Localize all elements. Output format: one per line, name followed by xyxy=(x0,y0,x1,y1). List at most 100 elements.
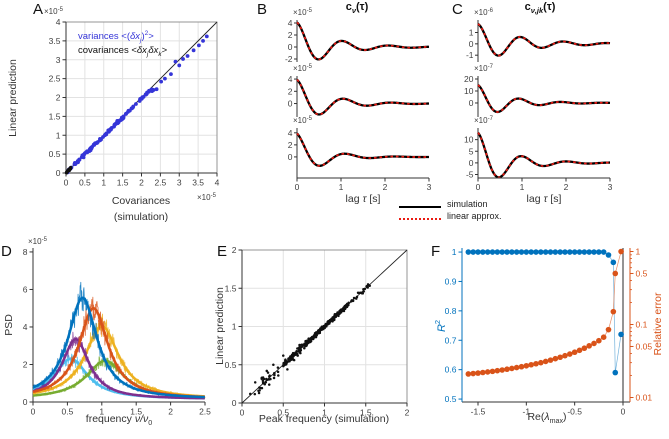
svg-text:2: 2 xyxy=(232,245,237,255)
svg-text:2: 2 xyxy=(56,93,61,103)
svg-text:1: 1 xyxy=(99,407,104,417)
panel-a-ylabel: Linear prediction xyxy=(7,59,20,137)
svg-text:-1: -1 xyxy=(523,407,531,417)
svg-text:2: 2 xyxy=(139,178,144,188)
svg-text:3.5: 3.5 xyxy=(49,36,61,46)
svg-text:2: 2 xyxy=(23,359,28,369)
svg-text:2: 2 xyxy=(288,86,293,96)
panel-c-xlabel: lag τ [s] xyxy=(526,193,562,205)
legend-simulation-line xyxy=(399,206,441,208)
svg-text:0: 0 xyxy=(64,178,69,188)
svg-text:0.1: 0.1 xyxy=(636,320,648,330)
panel-f-ylabel-left: R2 xyxy=(433,319,448,333)
svg-text:0.5: 0.5 xyxy=(277,408,289,418)
legend-linear-approx-line xyxy=(399,218,441,220)
annotation-variances: variances <(δxj)2> xyxy=(78,30,154,45)
svg-text:0.5: 0.5 xyxy=(49,149,61,159)
svg-text:1: 1 xyxy=(339,182,344,192)
svg-text:×10-6: ×10-6 xyxy=(474,8,494,17)
panel-d-xlabel: frequency ν/ν0 xyxy=(85,413,153,428)
svg-text:20: 20 xyxy=(464,74,474,84)
svg-text:0.8: 0.8 xyxy=(445,306,457,316)
svg-text:0.5: 0.5 xyxy=(636,268,648,278)
svg-text:1: 1 xyxy=(56,130,61,140)
svg-text:1: 1 xyxy=(101,178,106,188)
panel-e-ylabel: Linear prediction xyxy=(214,287,227,365)
svg-text:1.5: 1.5 xyxy=(225,283,237,293)
svg-text:0: 0 xyxy=(31,407,36,417)
svg-text:×10-5: ×10-5 xyxy=(293,8,313,17)
svg-text:0: 0 xyxy=(288,152,293,162)
svg-text:5: 5 xyxy=(469,146,474,156)
svg-text:2.5: 2.5 xyxy=(154,178,166,188)
svg-text:0: 0 xyxy=(469,39,474,49)
svg-text:0.05: 0.05 xyxy=(636,341,653,351)
svg-text:8: 8 xyxy=(23,247,28,257)
svg-text:0.01: 0.01 xyxy=(636,393,653,403)
svg-text:×10-5: ×10-5 xyxy=(28,237,48,246)
svg-text:4: 4 xyxy=(23,322,28,332)
svg-text:-5: -5 xyxy=(466,170,474,180)
panel-d-letter: D xyxy=(1,243,12,260)
svg-text:0.5: 0.5 xyxy=(61,407,73,417)
panel-b-letter: B xyxy=(257,1,268,18)
panel-a-letter: A xyxy=(33,1,44,18)
legend-simulation-label: simulation xyxy=(447,199,488,209)
svg-text:1.5: 1.5 xyxy=(130,407,142,417)
svg-text:4: 4 xyxy=(215,178,220,188)
svg-text:1.5: 1.5 xyxy=(360,408,372,418)
panel-f-xlabel: Re(λmax) xyxy=(527,411,567,426)
panel-c-title: cν,jk(τ) xyxy=(524,1,556,16)
svg-text:3: 3 xyxy=(177,178,182,188)
annotation-covariances: covariances <δxjδxk> xyxy=(78,45,168,58)
svg-text:2: 2 xyxy=(168,407,173,417)
svg-text:0: 0 xyxy=(469,158,474,168)
svg-text:1: 1 xyxy=(520,182,525,192)
svg-text:3: 3 xyxy=(608,182,613,192)
svg-text:-0.5: -0.5 xyxy=(567,407,582,417)
panel-b-title: cν(τ) xyxy=(345,1,369,16)
svg-text:×10-5: ×10-5 xyxy=(293,116,313,125)
panel-d-ylabel: PSD xyxy=(3,314,16,336)
svg-text:2: 2 xyxy=(288,30,293,40)
svg-text:2: 2 xyxy=(564,182,569,192)
panel-e-letter: E xyxy=(217,243,228,260)
svg-text:1: 1 xyxy=(232,322,237,332)
panel-a-xlabel-line2: (simulation) xyxy=(113,211,169,223)
svg-text:×10-7: ×10-7 xyxy=(474,64,494,73)
svg-text:1: 1 xyxy=(452,247,457,257)
svg-text:0: 0 xyxy=(476,182,481,192)
svg-text:0.9: 0.9 xyxy=(445,276,457,286)
svg-text:2: 2 xyxy=(383,182,388,192)
svg-text:×10-7: ×10-7 xyxy=(474,116,494,125)
svg-text:1: 1 xyxy=(636,247,641,257)
svg-text:0.7: 0.7 xyxy=(445,335,457,345)
svg-text:0: 0 xyxy=(288,42,293,52)
svg-text:6: 6 xyxy=(23,284,28,294)
legend-linear-approx-label: linear approx. xyxy=(447,211,502,221)
svg-text:3: 3 xyxy=(427,182,432,192)
svg-text:0: 0 xyxy=(295,182,300,192)
svg-text:-1.5: -1.5 xyxy=(471,407,486,417)
svg-text:0: 0 xyxy=(23,397,28,407)
svg-text:10: 10 xyxy=(464,135,474,145)
panel-f-ylabel-right: Relative error xyxy=(652,292,665,356)
svg-text:2: 2 xyxy=(288,140,293,150)
svg-text:4: 4 xyxy=(288,74,293,84)
svg-text:×10-5: ×10-5 xyxy=(197,193,217,202)
svg-text:4: 4 xyxy=(56,17,61,27)
svg-text:0: 0 xyxy=(621,407,626,417)
svg-text:1: 1 xyxy=(469,27,474,37)
svg-text:1.5: 1.5 xyxy=(49,111,61,121)
svg-text:2.5: 2.5 xyxy=(49,74,61,84)
svg-text:0: 0 xyxy=(56,168,61,178)
panel-f-letter: F xyxy=(431,243,441,260)
panel-a-xlabel-line1: Covariances xyxy=(111,195,171,207)
svg-text:0.5: 0.5 xyxy=(225,360,237,370)
svg-text:0: 0 xyxy=(288,99,293,109)
svg-text:3: 3 xyxy=(56,55,61,65)
svg-text:-2: -2 xyxy=(285,54,293,64)
svg-text:10: 10 xyxy=(464,86,474,96)
